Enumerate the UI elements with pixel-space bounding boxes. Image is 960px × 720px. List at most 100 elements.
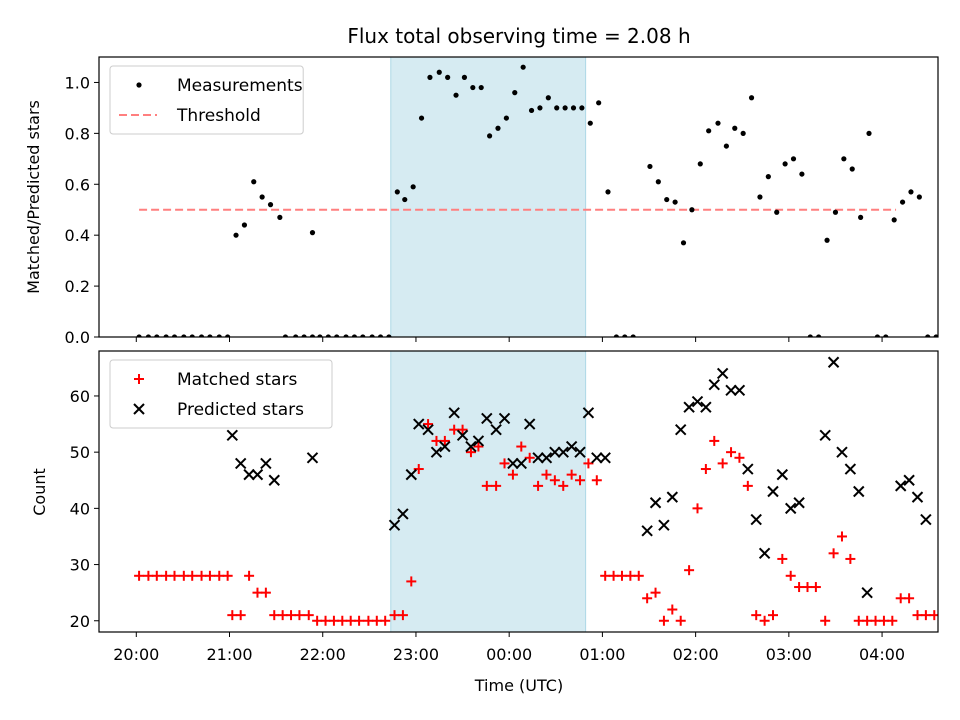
data-point	[558, 480, 569, 491]
data-point	[782, 161, 788, 167]
data-point	[216, 334, 222, 337]
data-point	[824, 237, 830, 243]
data-point	[613, 334, 619, 337]
data-point	[774, 209, 780, 215]
data-point	[709, 435, 720, 446]
data-point	[903, 474, 915, 486]
data-point	[706, 128, 712, 134]
data-point	[389, 610, 400, 621]
data-point	[234, 457, 247, 470]
data-point	[303, 610, 314, 621]
data-point	[151, 570, 162, 581]
data-point	[490, 423, 502, 436]
data-point	[286, 610, 297, 621]
data-point	[716, 367, 729, 380]
data-point	[562, 105, 568, 111]
data-point	[583, 458, 594, 469]
data-point	[260, 457, 272, 470]
legend-label: Matched stars	[177, 370, 297, 390]
data-point	[616, 570, 627, 581]
data-point	[810, 582, 821, 593]
data-point	[495, 125, 501, 131]
data-point	[363, 615, 374, 626]
data-point	[820, 615, 831, 626]
x-tick-label: 23:00	[393, 645, 439, 664]
data-point	[198, 334, 205, 337]
data-point	[507, 457, 519, 470]
data-point	[674, 423, 687, 436]
data-point	[537, 105, 543, 111]
data-point	[523, 418, 536, 430]
data-point	[503, 115, 509, 121]
data-point	[675, 615, 686, 626]
data-point	[294, 610, 305, 621]
data-point	[641, 525, 653, 537]
top-y-tick-label: 0.4	[65, 226, 90, 245]
data-point	[853, 615, 864, 626]
data-point	[647, 163, 653, 170]
data-point	[227, 610, 238, 621]
data-point	[516, 441, 527, 452]
data-point	[343, 334, 349, 337]
data-point	[325, 334, 331, 337]
data-point	[189, 334, 195, 337]
data-point	[785, 502, 797, 515]
data-point	[163, 334, 169, 337]
data-point	[816, 334, 822, 337]
data-point	[423, 419, 434, 430]
data-point	[226, 429, 239, 442]
data-point	[457, 424, 468, 435]
data-point	[700, 464, 711, 475]
data-point	[309, 230, 316, 236]
data-point	[600, 570, 611, 581]
data-point	[582, 407, 595, 419]
data-point	[397, 508, 409, 520]
bottom-y-tick-label: 30	[70, 556, 90, 575]
data-point	[908, 189, 914, 195]
data-point	[427, 74, 433, 80]
data-point	[453, 92, 459, 98]
top-plot-area	[136, 57, 938, 337]
data-point	[697, 161, 703, 167]
ratio-panel: 0.0 0.2 0.4 0.6 0.8 1.0 Measurements Threshold	[65, 56, 939, 347]
data-point	[328, 615, 339, 626]
data-point	[891, 217, 897, 223]
data-point	[243, 468, 255, 481]
data-point	[622, 334, 628, 337]
data-point	[406, 576, 417, 587]
bottom-y-tick-label: 40	[70, 499, 90, 518]
data-point	[545, 95, 551, 101]
data-point	[742, 463, 754, 475]
data-point	[858, 214, 864, 220]
data-point	[154, 334, 160, 337]
x-tick-label: 20:00	[113, 645, 159, 664]
data-point	[351, 334, 358, 337]
x-tick-label: 04:00	[859, 645, 905, 664]
data-point	[757, 194, 763, 200]
data-point	[354, 615, 365, 626]
data-point	[445, 74, 451, 80]
data-point	[260, 587, 271, 598]
data-point	[388, 519, 401, 531]
data-point	[658, 615, 669, 626]
data-point	[136, 334, 142, 337]
x-tick-label: 21:00	[206, 645, 252, 664]
data-point	[832, 209, 839, 215]
data-point	[899, 199, 906, 205]
data-point	[499, 458, 510, 469]
data-point	[507, 469, 518, 480]
data-point	[244, 570, 255, 581]
legend-swatch	[134, 374, 144, 384]
data-point	[422, 423, 434, 436]
data-point	[461, 74, 468, 80]
data-point	[181, 334, 187, 337]
bottom-axes-frame	[98, 350, 939, 633]
data-point	[866, 130, 872, 136]
data-point	[726, 447, 737, 458]
data-point	[481, 412, 493, 425]
data-point	[277, 214, 283, 220]
data-point	[306, 452, 319, 464]
x-tick-label: 01:00	[579, 645, 625, 664]
data-point	[933, 334, 938, 337]
